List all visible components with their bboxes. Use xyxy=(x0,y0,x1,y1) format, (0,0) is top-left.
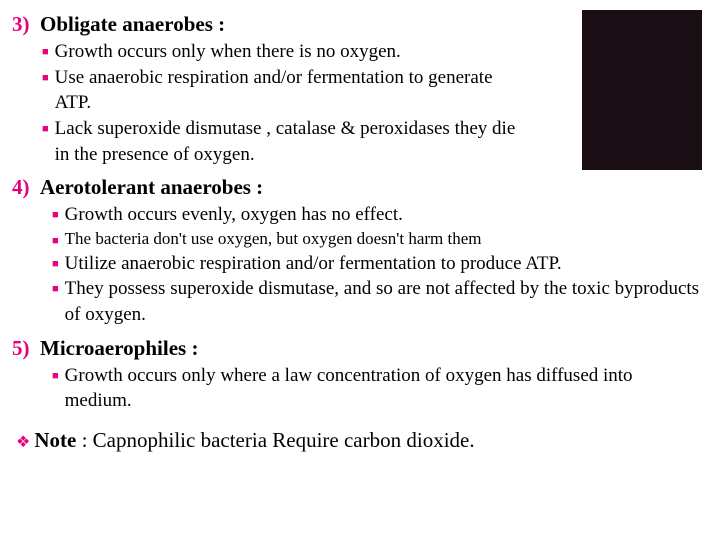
note: ❖ Note : Capnophilic bacteria Require ca… xyxy=(16,428,700,453)
bullet-text: The bacteria don't use oxygen, but oxyge… xyxy=(65,228,482,251)
section-number: 3) xyxy=(12,12,40,37)
square-bullet-icon: ■ xyxy=(52,369,59,384)
list-item: ■ Growth occurs only where a law concent… xyxy=(52,363,700,414)
diamond-bullet-icon: ❖ xyxy=(16,432,30,452)
section-title: Obligate anaerobes : xyxy=(40,12,225,37)
bullet-text: Growth occurs only where a law concentra… xyxy=(65,363,700,414)
section-number: 4) xyxy=(12,175,40,200)
bullet-list: ■ Growth occurs evenly, oxygen has no ef… xyxy=(52,202,700,328)
bullet-text: Lack superoxide dismutase , catalase & p… xyxy=(55,116,535,167)
list-item: ■ The bacteria don't use oxygen, but oxy… xyxy=(52,228,700,251)
note-label: Note xyxy=(34,428,76,452)
image-placeholder xyxy=(582,10,702,170)
square-bullet-icon: ■ xyxy=(42,71,49,86)
square-bullet-icon: ■ xyxy=(52,208,59,223)
section-number: 5) xyxy=(12,336,40,361)
bullet-text: Growth occurs only when there is no oxyg… xyxy=(55,39,401,65)
bullet-text: Utilize anaerobic respiration and/or fer… xyxy=(65,251,562,277)
section-5: 5) Microaerophiles : ■ Growth occurs onl… xyxy=(12,336,700,414)
list-item: ■ They possess superoxide dismutase, and… xyxy=(52,276,700,327)
note-text: : Capnophilic bacteria Require carbon di… xyxy=(76,428,474,452)
section-title: Microaerophiles : xyxy=(40,336,198,361)
bullet-text: Use anaerobic respiration and/or ferment… xyxy=(55,65,515,116)
square-bullet-icon: ■ xyxy=(42,122,49,137)
square-bullet-icon: ■ xyxy=(52,234,59,249)
list-item: ■ Growth occurs evenly, oxygen has no ef… xyxy=(52,202,700,228)
square-bullet-icon: ■ xyxy=(52,282,59,297)
bullet-text: They possess superoxide dismutase, and s… xyxy=(65,276,700,327)
square-bullet-icon: ■ xyxy=(42,45,49,60)
heading-row: 5) Microaerophiles : xyxy=(12,336,700,361)
section-title: Aerotolerant anaerobes : xyxy=(40,175,263,200)
list-item: ■ Utilize anaerobic respiration and/or f… xyxy=(52,251,700,277)
section-4: 4) Aerotolerant anaerobes : ■ Growth occ… xyxy=(12,175,700,328)
heading-row: 4) Aerotolerant anaerobes : xyxy=(12,175,700,200)
bullet-text: Growth occurs evenly, oxygen has no effe… xyxy=(65,202,403,228)
square-bullet-icon: ■ xyxy=(52,257,59,272)
bullet-list: ■ Growth occurs only where a law concent… xyxy=(52,363,700,414)
